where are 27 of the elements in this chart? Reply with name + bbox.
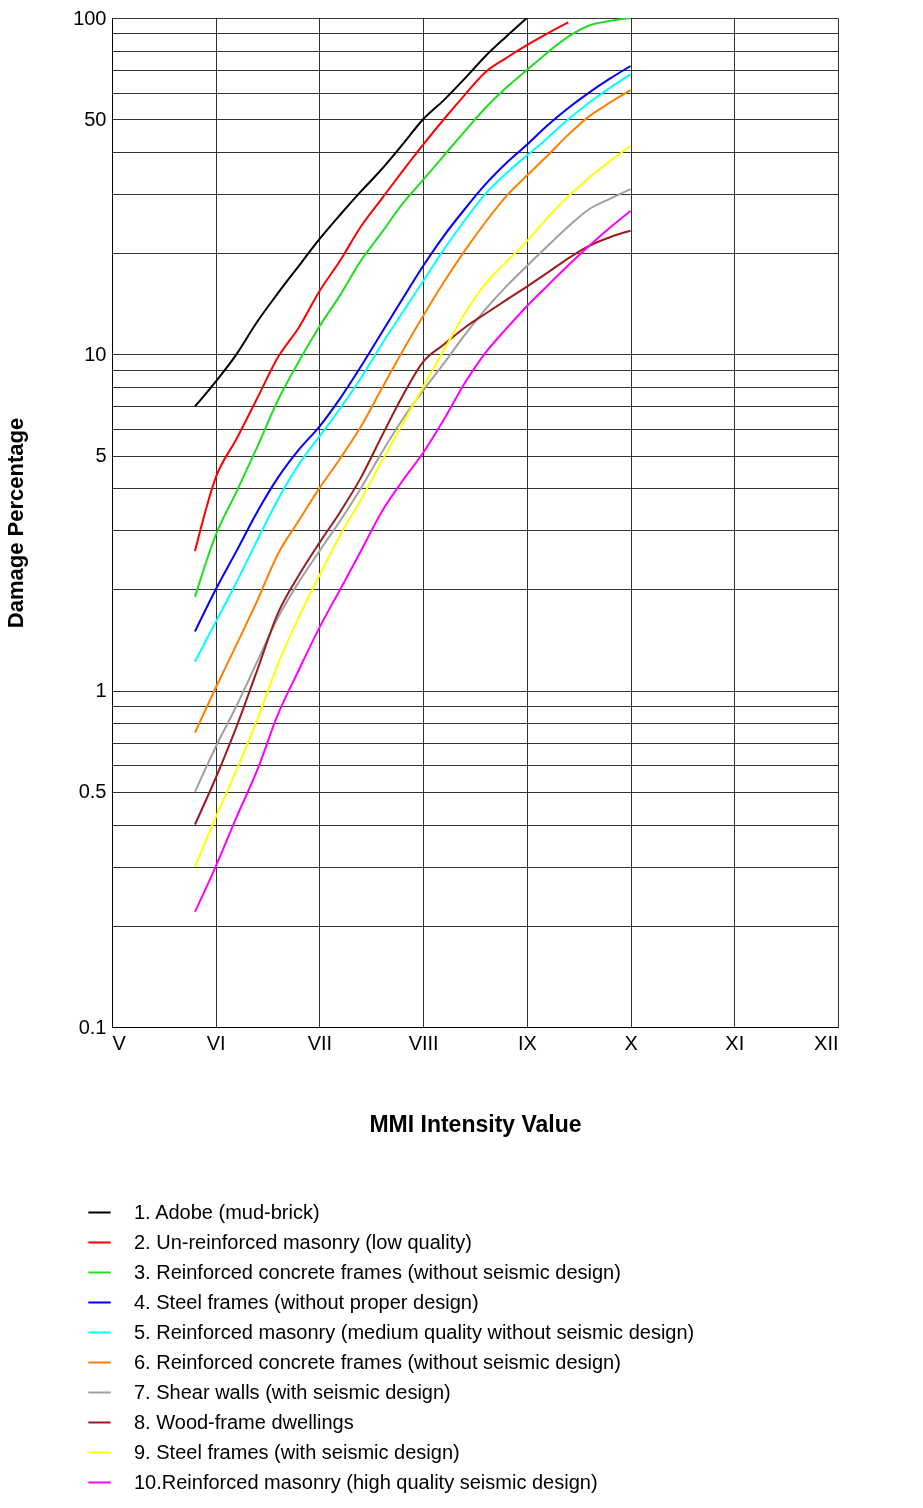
y-tick-label: 100 [73, 6, 107, 29]
legend-label: 10.Reinforced masonry (high quality seismic design) [134, 1470, 598, 1493]
legend-label: 9. Steel frames (with seismic design) [134, 1440, 460, 1463]
y-tick-label: 5 [95, 444, 107, 467]
y-tick-label: 0.1 [78, 1015, 107, 1038]
legend-label: 7. Shear walls (with seismic design) [134, 1380, 451, 1403]
x-axis-title: MMI Intensity Value [369, 1110, 582, 1137]
y-tick-label: 1 [95, 679, 107, 702]
legend-label: 3. Reinforced concrete frames (without seismic design) [134, 1260, 621, 1283]
legend-label: 4. Steel frames (without proper design) [134, 1290, 479, 1313]
x-tick-label: VI [206, 1031, 226, 1054]
y-tick-label: 50 [84, 107, 107, 130]
legend-label: 6. Reinforced concrete frames (without seismic design) [134, 1350, 621, 1373]
legend-label: 1. Adobe (mud-brick) [134, 1200, 320, 1223]
legend-label: 5. Reinforced masonry (medium quality without seismic design) [134, 1320, 695, 1343]
y-tick-label: 0.5 [78, 780, 107, 803]
legend-label: 8. Wood-frame dwellings [134, 1410, 354, 1433]
y-axis-title: Damage Percentage [3, 417, 29, 629]
x-tick-label: V [112, 1031, 127, 1054]
x-tick-label: IX [517, 1031, 537, 1054]
x-tick-label: X [624, 1031, 638, 1054]
x-tick-label: XI [725, 1031, 745, 1054]
y-tick-label: 10 [84, 342, 107, 365]
x-tick-label: VII [307, 1031, 333, 1054]
x-tick-label: VIII [408, 1031, 439, 1054]
x-tick-label: XII [814, 1031, 839, 1054]
legend-label: 2. Un-reinforced masonry (low quality) [134, 1230, 472, 1253]
